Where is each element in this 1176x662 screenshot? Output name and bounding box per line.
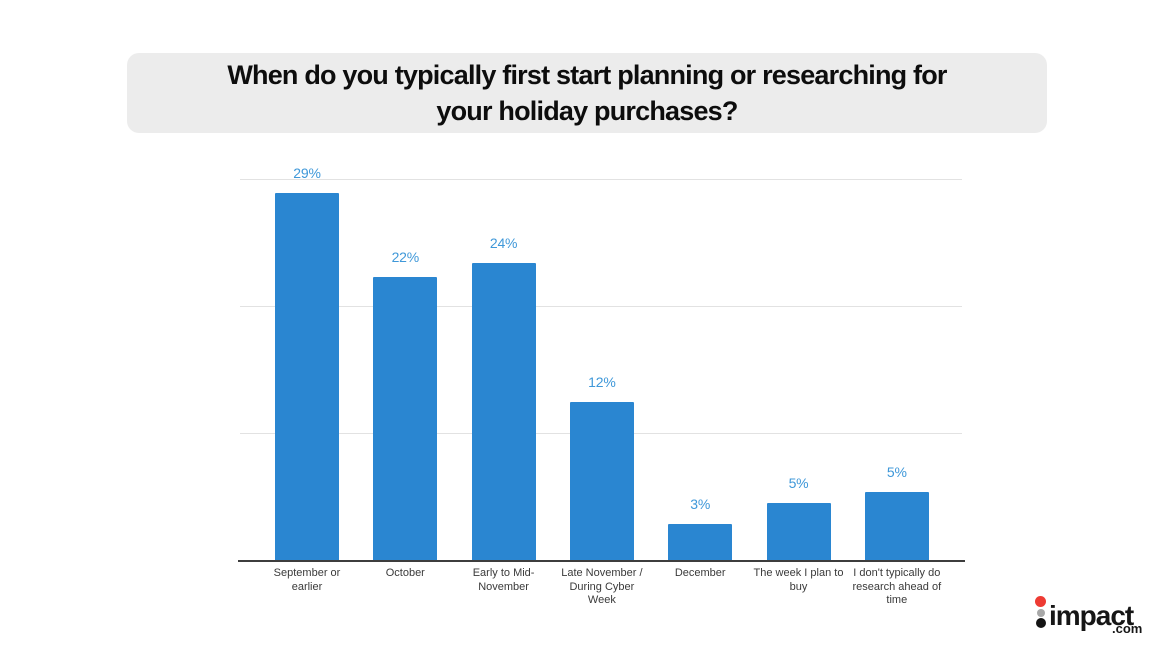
category-label-5: December [674, 567, 726, 579]
bar-3 [471, 262, 536, 561]
impact-logo: impact .com [1030, 590, 1150, 642]
value-label-5: 3% [690, 496, 711, 513]
bar-4 [569, 402, 634, 561]
category-label-2: October [385, 567, 425, 579]
logo-wordmark: impact [1049, 600, 1134, 631]
value-label-6: 5% [788, 474, 809, 491]
bar-6 [766, 502, 831, 561]
category-label-3: Early to Mid- November [472, 567, 535, 593]
value-label-1: 29% [293, 164, 321, 181]
value-label-7: 5% [886, 464, 907, 481]
plot-area: 29% September or earlier 22% October 24% Earl… [240, 165, 962, 606]
logo-domain-suffix: .com [1112, 621, 1143, 636]
value-label-4: 12% [588, 374, 616, 391]
value-label-3: 24% [489, 234, 518, 251]
logo-dot-black-icon [1035, 617, 1046, 628]
value-label-2: 22% [391, 248, 420, 265]
logo-dot-red-icon [1035, 596, 1046, 607]
bar-1 [275, 192, 339, 561]
logo-dot-gray-icon [1036, 609, 1045, 617]
bar-7 [864, 492, 929, 561]
x-axis-line [238, 560, 965, 562]
category-label-4: Late November / During Cyber Week [561, 567, 643, 606]
category-label-7: I don't typically do research ahead of t… [852, 567, 942, 606]
gridline-30pct [240, 179, 962, 180]
category-label-1: September or earlier [273, 567, 341, 593]
chart-title-banner: When do you typically first start planni… [127, 53, 1047, 133]
bar-2 [373, 276, 438, 561]
gridline-20pct [240, 306, 962, 307]
chart-title: When do you typically first start planni… [227, 60, 947, 126]
category-label-6: The week I plan to buy [753, 567, 844, 593]
bar-5 [668, 524, 733, 561]
